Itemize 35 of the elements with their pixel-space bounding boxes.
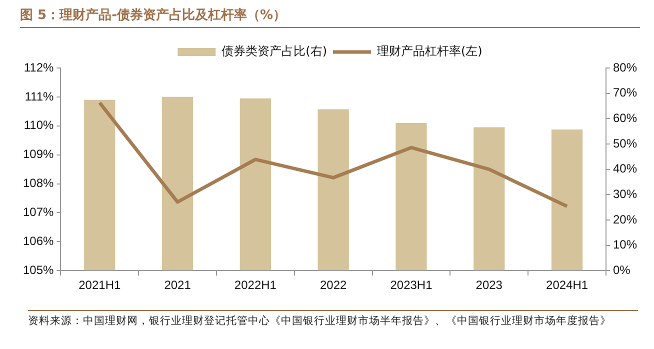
y2-tick-label: 50%	[612, 136, 638, 150]
x-tick-label: 2022	[320, 278, 348, 292]
y2-tick-label: 70%	[612, 86, 638, 100]
y-tick-label: 110%	[24, 118, 54, 132]
y2-tick-label: 80%	[612, 60, 638, 74]
y-tick-label: 109%	[22, 147, 54, 162]
bar	[474, 127, 505, 270]
bar	[240, 98, 272, 270]
x-tick-label: 2024H1	[546, 278, 588, 292]
bar	[551, 130, 583, 270]
bar	[396, 122, 427, 270]
y2-tick-label: 10%	[612, 238, 638, 252]
chart-title: 图 5：理财产品-债券资产占比及杠杆率（%）	[20, 6, 286, 24]
x-tick-label: 2023H1	[390, 278, 433, 292]
bar	[162, 96, 194, 270]
y2-tick-label: 20%	[612, 212, 638, 226]
y-tick-label: 108%	[22, 176, 54, 190]
y-tick-label: 105%	[22, 262, 54, 277]
y2-tick-label: 60%	[612, 110, 638, 125]
x-tick-label: 2023	[476, 278, 503, 292]
bar	[84, 100, 116, 270]
y2-tick-label: 30%	[612, 186, 638, 201]
bar	[318, 109, 349, 270]
y2-tick-label: 40%	[612, 162, 638, 176]
y-tick-label: 107%	[22, 205, 54, 220]
legend-label: 理财产品杠杆率(左)	[377, 44, 482, 58]
x-tick-label: 2021H1	[78, 278, 121, 292]
text: 资料来源：中国理财网，银行业理财登记托管中心《中国银行业理财市场半年报告》、《中国银行业理财市场年度报告》	[28, 314, 612, 329]
legend-label: 债券类资产占比(右)	[222, 44, 328, 58]
y-tick-label: 111%	[24, 89, 54, 104]
x-tick-label: 2022H1	[234, 278, 277, 292]
y-tick-label: 106%	[22, 234, 54, 248]
y2-tick-label: 0%	[612, 262, 631, 277]
y-tick-label: 112%	[24, 60, 54, 74]
x-tick-label: 2021	[164, 278, 192, 292]
